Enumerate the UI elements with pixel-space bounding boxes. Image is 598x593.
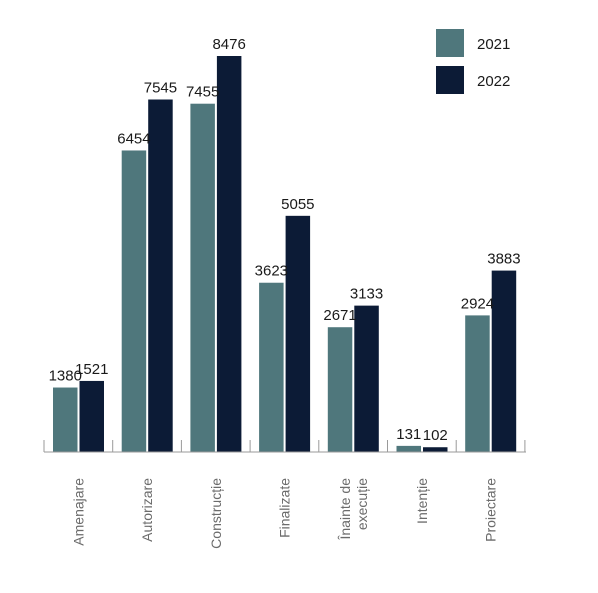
value-label-2021-1: 1380 [49,368,82,385]
bar-2021-4 [259,282,284,452]
category-labels-group: Amenajare Autorizare Construcție Finalizate… [71,478,499,549]
value-label-2021-3: 7455 [186,84,219,101]
value-label-2021-5: 2671 [323,307,356,324]
category-label-5: Înainte deexecuție [337,478,370,541]
value-label-2022-6: 102 [423,427,448,444]
value-label-2022-5: 3133 [350,286,383,303]
category-label-2: Autorizare [139,478,155,542]
x-axis [43,440,526,453]
value-label-2021-7: 2924 [461,295,494,312]
legend-swatch-2022 [436,66,464,94]
value-label-2021-6: 131 [396,426,421,443]
bar-2021-6 [396,445,421,452]
category-label-4: Finalizate [277,478,293,538]
legend-label-2022: 2022 [477,73,510,90]
value-label-2022-1: 1521 [75,361,108,378]
bar-2022-1 [79,380,104,452]
bar-2022-4 [285,215,311,452]
value-label-2022-4: 5055 [281,196,314,213]
bar-2022-6 [423,447,448,452]
legend: 2021 2022 [436,29,510,94]
bar-2022-5 [354,305,379,452]
category-label-6: Intenție [414,478,430,524]
bar-2022-3 [216,56,242,452]
value-label-2022-7: 3883 [487,251,520,268]
bar-2022-2 [148,99,173,452]
category-label-1: Amenajare [71,478,87,546]
bar-2021-5 [327,327,353,452]
value-label-2022-2: 7545 [144,79,177,96]
value-label-2021-2: 6454 [117,130,150,147]
legend-label-2021: 2021 [477,36,510,53]
bar-2021-3 [190,103,215,453]
bar-2022-7 [491,270,517,452]
bar-2021-2 [121,150,147,452]
value-label-2022-3: 8476 [212,36,245,53]
category-label-3: Construcție [208,478,224,549]
bar-2021-1 [53,387,78,452]
value-label-2021-4: 3623 [255,263,288,280]
legend-swatch-2021 [436,29,464,57]
category-label-7: Proiectare [483,478,499,542]
bars-group [53,56,517,453]
bar-2021-7 [465,315,490,452]
